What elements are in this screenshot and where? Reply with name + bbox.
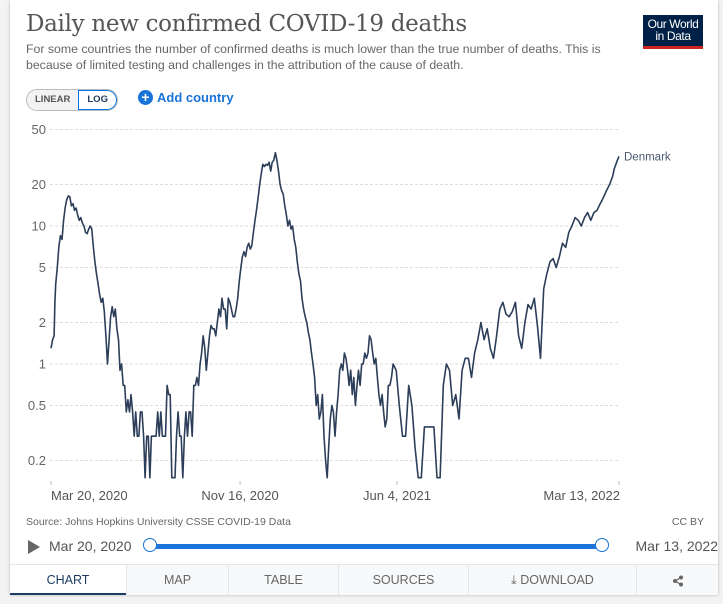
series-label-denmark[interactable]: Denmark [624, 151, 671, 163]
x-tick-label: Nov 16, 2020 [201, 488, 278, 503]
linear-scale-button[interactable]: LINEAR [27, 90, 79, 110]
source-note[interactable]: Source: Johns Hopkins University CSSE CO… [26, 516, 291, 528]
y-tick-label: 0.5 [28, 398, 46, 413]
share-icon [672, 575, 683, 587]
chart-plot: 0.2 0.5 1 2 5 10 20 50 Mar 20, 2020 Nov 16, 2020… [28, 122, 671, 503]
y-tick-label: 20 [32, 177, 46, 192]
y-tick-label: 5 [39, 260, 46, 275]
x-tick-label: Jun 4, 2021 [363, 488, 431, 503]
series-line-denmark[interactable] [50, 151, 620, 479]
x-tick-label: Mar 13, 2022 [543, 488, 620, 503]
share-button[interactable] [636, 565, 718, 595]
scale-toggle: LINEAR LOG [26, 89, 118, 111]
chart-subtitle: For some countries the number of confirm… [26, 42, 601, 72]
y-tick-label: 0.2 [28, 453, 46, 468]
plus-circle-icon: + [138, 90, 153, 105]
license-link[interactable]: CC BY [671, 516, 704, 528]
timeline-end-label: Mar 13, 2022 [635, 538, 719, 554]
timeline-slider: Mar 20, 2020 Mar 13, 2022 [26, 536, 718, 558]
tab-download-label: DOWNLOAD [520, 573, 594, 587]
logo-line-2: in Data [655, 29, 691, 43]
tab-download[interactable]: ⤓ DOWNLOAD [468, 565, 636, 595]
timeline-track[interactable] [150, 544, 602, 549]
tab-map[interactable]: MAP [126, 565, 228, 595]
download-icon: ⤓ [511, 573, 517, 587]
y-tick-label: 2 [39, 315, 46, 330]
owid-logo[interactable]: Our World in Data [643, 15, 703, 49]
add-country-label: Add country [157, 90, 234, 105]
chart-card: Daily new confirmed COVID-19 deaths For … [10, 0, 718, 595]
chart-title: Daily new confirmed COVID-19 deaths [26, 11, 467, 37]
play-icon[interactable] [28, 540, 40, 554]
tab-sources[interactable]: SOURCES [338, 565, 468, 595]
y-tick-label: 50 [32, 122, 46, 137]
y-tick-label: 1 [39, 357, 46, 372]
log-scale-button[interactable]: LOG [78, 90, 117, 110]
timeline-start-label: Mar 20, 2020 [49, 538, 132, 554]
tab-bar: CHART MAP TABLE SOURCES ⤓ DOWNLOAD [10, 564, 718, 595]
logo-line-1: Our World [647, 17, 699, 31]
timeline-start-handle[interactable] [143, 538, 157, 552]
add-country-button[interactable]: + Add country [138, 90, 234, 105]
tab-chart[interactable]: CHART [10, 565, 126, 595]
x-tick-label: Mar 20, 2020 [51, 488, 128, 503]
timeline-end-handle[interactable] [595, 538, 609, 552]
y-tick-label: 10 [32, 219, 46, 234]
tab-table[interactable]: TABLE [228, 565, 338, 595]
